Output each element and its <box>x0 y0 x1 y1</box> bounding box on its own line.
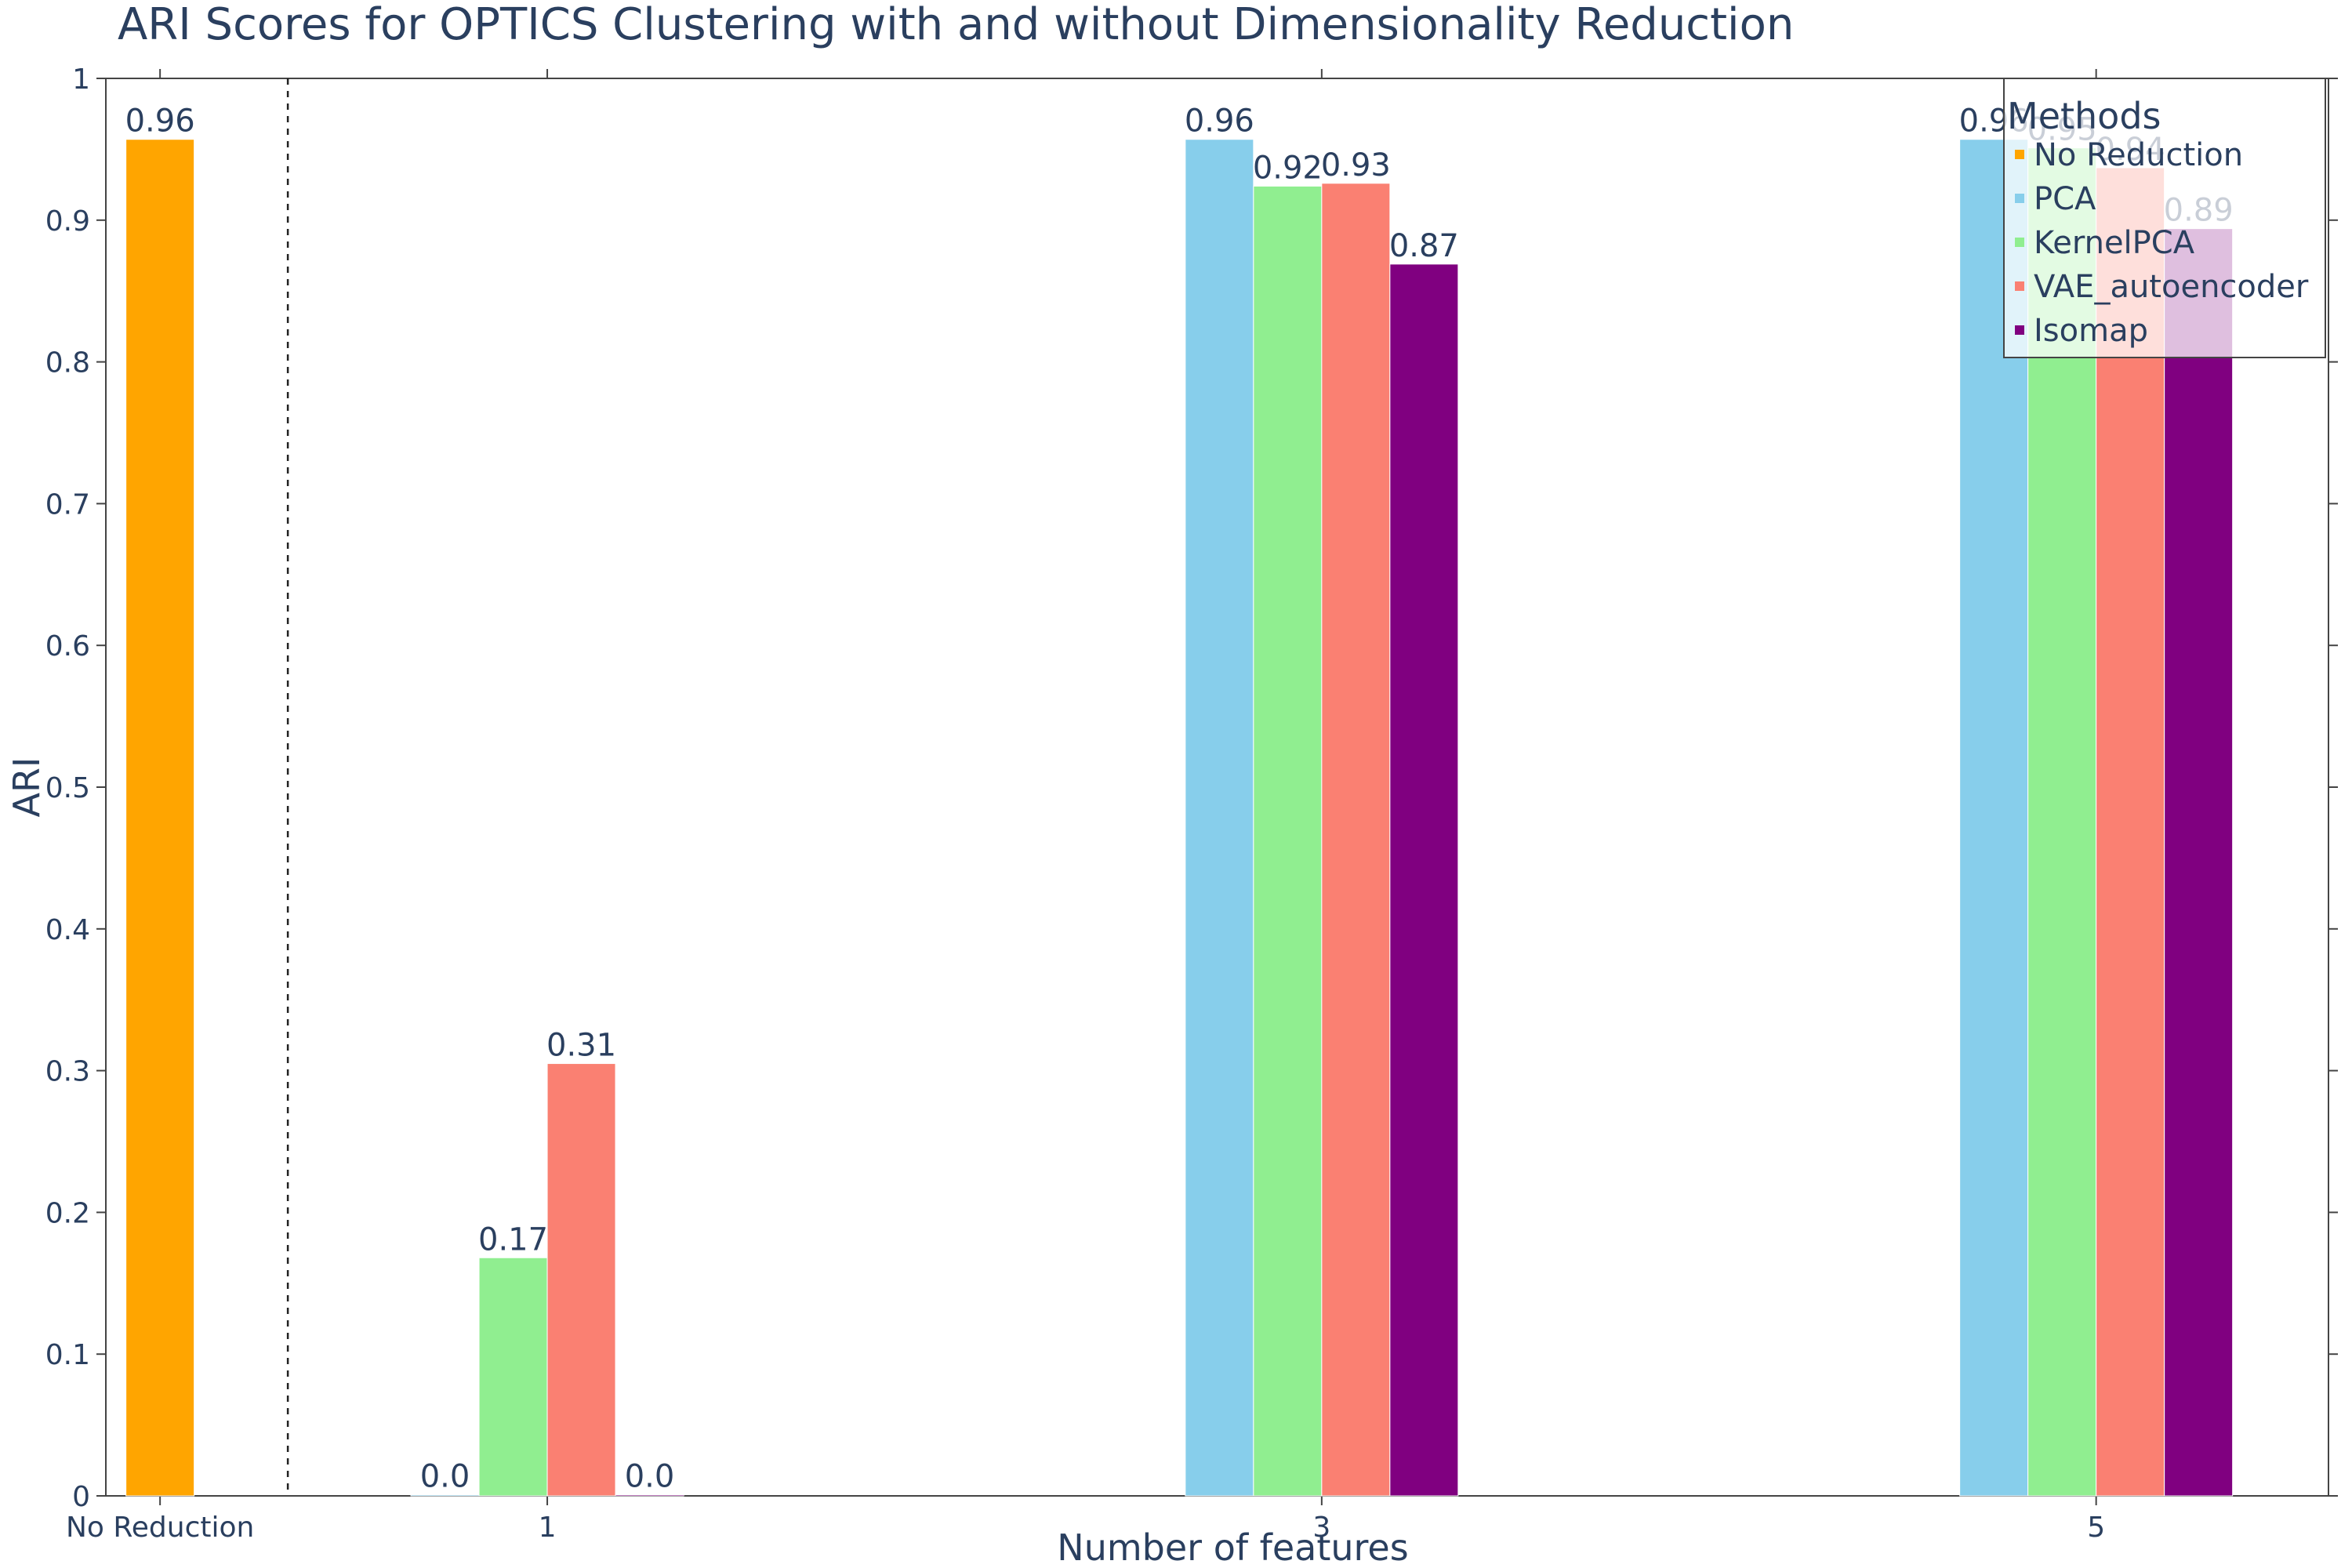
bar-kernelpca-3[interactable] <box>1253 185 1323 1497</box>
legend-swatch <box>2015 325 2024 335</box>
chart-title: ARI Scores for OPTICS Clustering with an… <box>118 0 1794 50</box>
bar-vae-autoencoder-5[interactable] <box>2096 167 2165 1497</box>
y-tick-label: 0.5 <box>45 772 90 804</box>
bar-pca-1[interactable] <box>410 1494 480 1497</box>
legend-item-vae-autoencoder[interactable]: VAE_autoencoder <box>2015 269 2309 305</box>
y-tick-label: 0.4 <box>45 914 90 946</box>
legend-swatch <box>2015 194 2024 203</box>
legend-swatch <box>2015 238 2024 247</box>
bar-labels: 0.960.00.960.960.170.920.950.310.930.940… <box>125 103 2234 1495</box>
bar-value-label: 0.96 <box>125 103 195 140</box>
legend-title: Methods <box>2007 95 2161 137</box>
bar-pca-5[interactable] <box>1959 139 2029 1497</box>
x-tick-label: No Reduction <box>66 1512 254 1544</box>
legend-swatch <box>2015 150 2024 159</box>
bar-value-label: 0.0 <box>420 1459 470 1495</box>
legend-label: Isomap <box>2034 313 2148 349</box>
y-tick-label: 0.2 <box>45 1197 90 1229</box>
y-axis: 0 0.1 0.2 0.3 0.4 0.5 0.6 0.7 0.8 0.9 1 <box>45 64 2338 1513</box>
bar-kernelpca-5[interactable] <box>2027 147 2097 1497</box>
bar-isomap-3[interactable] <box>1389 263 1459 1497</box>
legend-item-no-reduction[interactable]: No Reduction <box>2015 137 2243 173</box>
bar-value-label: 0.0 <box>625 1459 675 1495</box>
x-tick-label: 3 <box>1312 1512 1330 1544</box>
bar-value-label: 0.87 <box>1389 228 1459 264</box>
y-tick-label: 0.1 <box>45 1339 90 1371</box>
legend-item-isomap[interactable]: Isomap <box>2015 313 2148 349</box>
y-tick-label: 1 <box>72 64 90 96</box>
x-tick-label: 1 <box>539 1512 557 1544</box>
bar-value-label: 0.92 <box>1253 150 1323 186</box>
legend-item-pca[interactable]: PCA <box>2015 181 2096 217</box>
y-tick-label: 0.8 <box>45 347 90 379</box>
bar-value-label: 0.96 <box>1185 103 1254 140</box>
y-tick-label: 0.3 <box>45 1056 90 1088</box>
legend-label: KernelPCA <box>2034 225 2195 261</box>
y-tick-label: 0.9 <box>45 205 90 238</box>
y-axis-title: ARI <box>5 757 48 818</box>
bar-value-label: 0.93 <box>1321 147 1391 183</box>
bar-isomap-1[interactable] <box>615 1494 684 1497</box>
legend-label: No Reduction <box>2034 137 2243 173</box>
legend-label: VAE_autoencoder <box>2034 269 2309 305</box>
bar-value-label: 0.17 <box>478 1221 548 1258</box>
y-tick-label: 0.7 <box>45 488 90 521</box>
bar-kernelpca-1[interactable] <box>478 1257 548 1497</box>
bar-no-reduction-no-reduction[interactable] <box>125 139 195 1497</box>
bar-pca-3[interactable] <box>1185 139 1254 1497</box>
x-axis: No Reduction 1 3 5 <box>66 69 2105 1544</box>
y-tick-label: 0.6 <box>45 630 90 662</box>
x-axis-title: Number of features <box>1057 1526 1408 1568</box>
legend-item-kernelpca[interactable]: KernelPCA <box>2015 225 2195 261</box>
bars <box>125 139 2234 1497</box>
y-tick-label: 0 <box>72 1481 90 1513</box>
bar-vae-autoencoder-1[interactable] <box>546 1063 616 1497</box>
x-tick-label: 5 <box>2087 1512 2105 1544</box>
legend-box <box>2003 78 2326 358</box>
bar-value-label: 0.31 <box>546 1028 616 1064</box>
bar-vae-autoencoder-3[interactable] <box>1321 183 1391 1497</box>
legend-swatch <box>2015 281 2024 291</box>
bar-isomap-5[interactable] <box>2164 228 2234 1497</box>
legend-label: PCA <box>2034 181 2096 217</box>
